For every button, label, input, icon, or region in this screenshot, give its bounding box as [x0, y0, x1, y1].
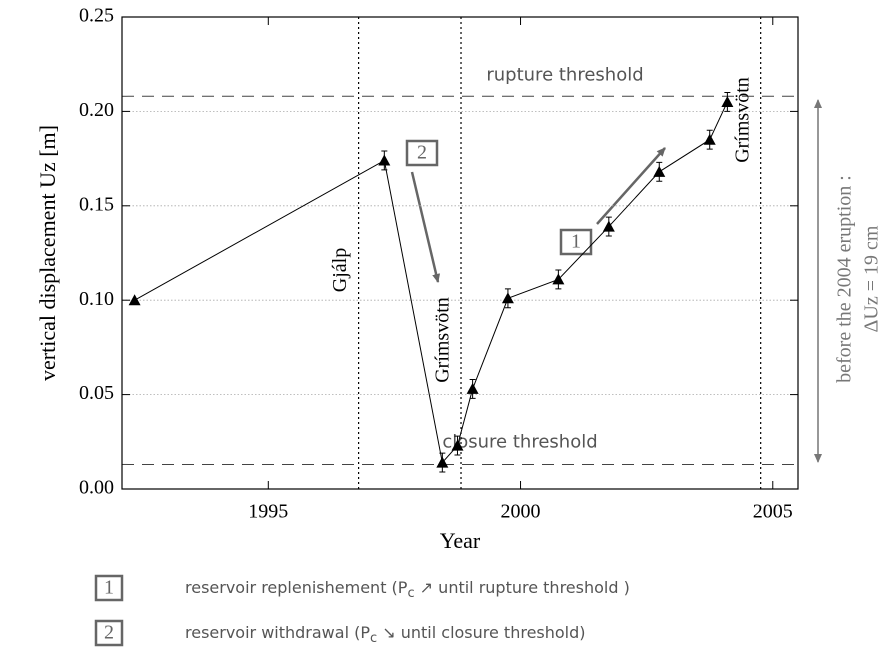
- y-tick-label: 0.10: [79, 288, 114, 310]
- y-tick-label: 0.05: [79, 382, 114, 404]
- y-tick-label: 0.20: [79, 99, 114, 121]
- legend-key: 2: [104, 622, 114, 644]
- y-tick-label: 0.25: [79, 5, 114, 27]
- data-point: [703, 133, 716, 145]
- x-axis-label: Year: [440, 528, 481, 553]
- data-point: [721, 95, 734, 107]
- event-label: Gjálp: [329, 248, 351, 292]
- y-tick-label: 0.15: [79, 193, 114, 215]
- legend-text-sub: c: [407, 586, 414, 601]
- legend-box: [94, 619, 124, 647]
- legend-text: reservoir withdrawal (Pc ↘ until closure…: [185, 623, 586, 646]
- legend-text-part: ↗ until rupture threshold ): [415, 578, 630, 597]
- legend-text-part: reservoir replenishement (P: [185, 578, 408, 597]
- annotation-box: [405, 139, 439, 167]
- legend-key: 1: [104, 577, 114, 599]
- data-point: [451, 439, 464, 451]
- legend-text: reservoir replenishement (Pc ↗ until rup…: [185, 578, 630, 601]
- annotation-text: 2: [417, 142, 427, 164]
- data-point: [552, 273, 565, 285]
- annotation-text: 1: [571, 231, 581, 253]
- x-tick-label: 2000: [501, 501, 541, 523]
- arrow: [410, 171, 441, 283]
- event-label: Grímsvötn: [731, 77, 753, 163]
- x-tick-label: 2005: [753, 501, 793, 523]
- legend-text-part: reservoir withdrawal (P: [185, 623, 370, 642]
- arrow: [596, 147, 666, 225]
- data-point: [128, 294, 141, 306]
- legend-box: [94, 574, 124, 602]
- annotation-text: before the 2004 eruption :: [834, 175, 856, 383]
- threshold-label: rupture threshold: [486, 64, 643, 85]
- data-point: [501, 292, 514, 304]
- event-label: Grímsvötn: [432, 297, 454, 383]
- data-point: [378, 154, 391, 166]
- annotation-box: [559, 228, 593, 256]
- data-point: [653, 165, 666, 177]
- legend-text-part: ↘ until closure threshold): [377, 623, 585, 642]
- data-point: [436, 456, 449, 468]
- data-point: [602, 220, 615, 232]
- plot-frame: [121, 16, 799, 490]
- threshold-label: closure threshold: [442, 431, 597, 452]
- annotation-text: ΔUz = 19 cm: [861, 225, 883, 332]
- data-point: [466, 382, 479, 394]
- legend-text-sub: c: [370, 631, 377, 646]
- y-tick-label: 0.00: [79, 477, 114, 499]
- y-axis-label: vertical displacement Uz [m]: [35, 125, 60, 381]
- x-tick-label: 1995: [248, 501, 288, 523]
